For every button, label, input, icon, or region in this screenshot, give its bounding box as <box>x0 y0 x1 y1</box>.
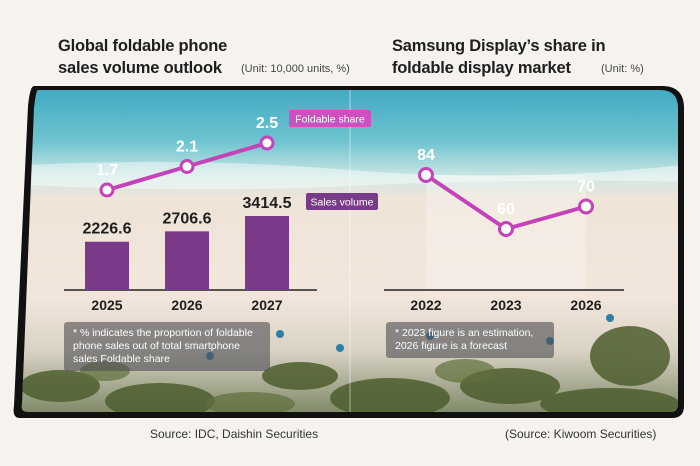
right-note-line2: 2026 figure is a forecast <box>395 340 508 352</box>
samsung-share-label: 70 <box>577 179 595 196</box>
foldable-phone-panel: 2226.6 2025 2706.6 2026 3414.5 2027 1.7 2.1 2.5 F… <box>13 86 685 418</box>
samsung-share-label: 60 <box>497 201 515 218</box>
right-x-tick: 2023 <box>490 297 521 313</box>
left-chart: 2226.6 2025 2706.6 2026 3414.5 2027 1.7 2.1 2.5 F… <box>64 110 378 313</box>
left-title-line1: Global foldable phone <box>58 37 228 55</box>
share-point <box>179 159 195 174</box>
left-title-line2: sales volume outlook <box>58 59 222 77</box>
right-x-tick: 2022 <box>410 297 441 313</box>
share-point <box>99 182 115 198</box>
right-chart-title: Samsung Display’s share in foldable disp… <box>392 35 606 79</box>
sales-bar <box>85 241 129 290</box>
right-note-line1: * 2023 figure is an estimation, <box>395 327 534 339</box>
share-point-label: 2.1 <box>176 139 198 156</box>
sales-bar-label: 3414.5 <box>243 195 292 212</box>
right-title-line1: Samsung Display’s share in <box>392 37 606 55</box>
sales-bar <box>245 216 289 290</box>
right-source: (Source: Kiwoom Securities) <box>505 427 657 441</box>
sales-bar <box>165 231 209 290</box>
samsung-share-point <box>498 221 514 237</box>
left-x-tick: 2027 <box>251 297 282 313</box>
samsung-share-point <box>578 198 594 215</box>
legend-volume-badge <box>306 193 378 210</box>
right-footnote: * 2023 figure is an estimation, 2026 fig… <box>386 322 554 358</box>
share-point-label: 1.7 <box>96 162 118 179</box>
right-unit-label: (Unit: %) <box>601 63 644 75</box>
right-x-tick: 2026 <box>570 297 601 313</box>
right-title-line2: foldable display market <box>392 59 571 77</box>
samsung-share-label: 84 <box>417 147 435 164</box>
legend-share-badge <box>289 110 371 127</box>
right-chart: 84 2022 60 2023 70 2026 <box>384 147 624 313</box>
left-footnote: * % indicates the proportion of foldable… <box>64 322 270 371</box>
left-source: Source: IDC, Daishin Securities <box>150 427 319 441</box>
sales-bar-label: 2706.6 <box>163 210 212 227</box>
left-note-line2: phone sales out of total smartphone <box>73 340 240 352</box>
left-note-line1: * % indicates the proportion of foldable <box>73 327 253 339</box>
legend-share-label: Foldable share <box>295 114 365 126</box>
left-chart-title: Global foldable phone sales volume outlo… <box>58 35 227 79</box>
share-point <box>259 135 275 151</box>
share-point-label: 2.5 <box>256 115 278 132</box>
samsung-share-point <box>418 167 434 183</box>
left-x-tick: 2026 <box>171 297 202 313</box>
legend-volume-label: Sales volume <box>310 197 373 209</box>
left-x-tick: 2025 <box>91 297 122 313</box>
left-unit-label: (Unit: 10,000 units, %) <box>241 63 350 75</box>
left-note-line3: sales Foldable share <box>73 353 170 365</box>
sales-bar-label: 2226.6 <box>83 221 132 238</box>
